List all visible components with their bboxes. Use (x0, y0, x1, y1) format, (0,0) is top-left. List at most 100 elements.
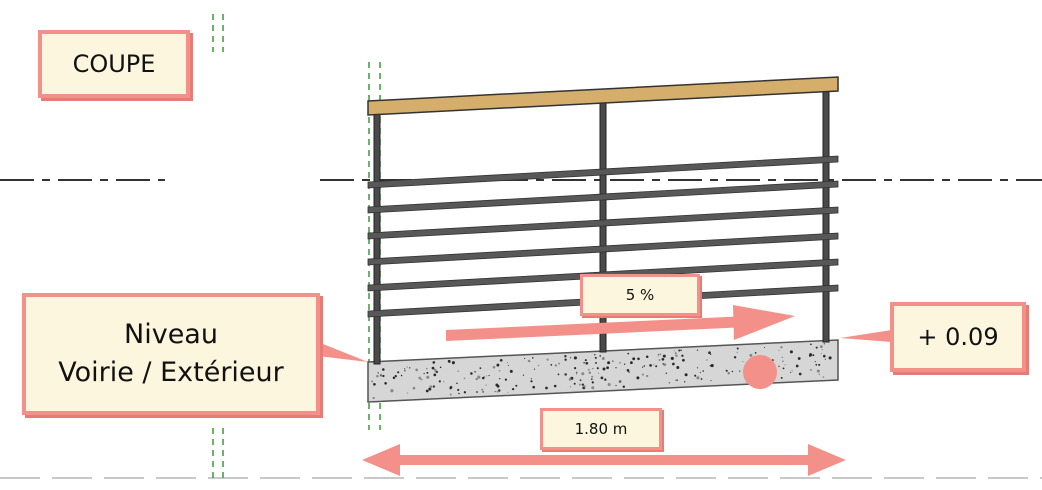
concrete-speckle (673, 350, 675, 352)
concrete-speckle (457, 370, 459, 372)
concrete-speckle (602, 367, 606, 371)
concrete-speckle (418, 376, 422, 380)
concrete-speckle (533, 368, 536, 370)
concrete-speckle (485, 384, 487, 386)
concrete-speckle (373, 382, 376, 386)
concrete-speckle (515, 384, 518, 387)
concrete-speckle (615, 367, 617, 369)
elevation-marker-dot (743, 355, 777, 389)
concrete-speckle (594, 354, 596, 356)
concrete-speckle (463, 377, 466, 380)
concrete-speckle (818, 363, 821, 366)
concrete-speckle (457, 388, 460, 391)
concrete-speckle (627, 352, 630, 355)
concrete-speckle (394, 374, 397, 377)
railing-bar-3 (367, 206, 839, 240)
concrete-speckle (823, 354, 826, 358)
concrete-speckle (545, 386, 548, 390)
concrete-speckle (404, 368, 406, 370)
green-guide-lines (212, 14, 381, 480)
concrete-speckle (377, 372, 379, 374)
concrete-speckle (488, 374, 490, 377)
concrete-speckle (810, 369, 812, 371)
concrete-speckle (581, 372, 585, 376)
concrete-speckle (372, 396, 375, 400)
concrete-speckle (449, 385, 453, 389)
concrete-speckle (736, 351, 738, 354)
concrete-speckle (789, 350, 793, 354)
concrete-speckle (600, 376, 604, 380)
concrete-speckle (778, 365, 780, 368)
concrete-speckle (384, 382, 387, 385)
concrete-speckle (662, 354, 666, 358)
concrete-speckle (680, 349, 682, 352)
concrete-speckle (581, 383, 584, 386)
section-title-label: COUPE (38, 30, 190, 98)
concrete-speckle (451, 361, 455, 365)
concrete-speckle (820, 352, 822, 355)
concrete-speckle (597, 372, 600, 374)
concrete-speckle (576, 373, 578, 375)
concrete-speckle (636, 376, 640, 380)
concrete-speckle (684, 381, 686, 383)
concrete-speckle (828, 356, 832, 360)
concrete-speckle (619, 361, 621, 364)
section-title-text: COUPE (72, 50, 156, 78)
concrete-speckle (628, 371, 630, 373)
concrete-speckle (814, 361, 816, 363)
concrete-speckle (808, 354, 812, 357)
railing-post-right (822, 91, 830, 343)
concrete-speckle (447, 359, 451, 363)
concrete-speckle (668, 382, 670, 384)
concrete-speckle (579, 379, 582, 382)
concrete-speckle (824, 358, 826, 360)
concrete-speckle (433, 373, 437, 377)
concrete-speckle (507, 364, 510, 366)
concrete-speckle (527, 359, 531, 363)
concrete-speckle (742, 360, 744, 363)
concrete-speckle (382, 374, 385, 378)
concrete-speckle (700, 378, 703, 380)
concrete-speckle (708, 351, 711, 355)
concrete-speckle (499, 358, 503, 362)
concrete-speckle (754, 352, 757, 354)
concrete-speckle (818, 373, 821, 376)
concrete-speckle (822, 376, 825, 378)
concrete-speckle (486, 375, 488, 377)
concrete-speckle (492, 365, 496, 369)
concrete-speckle (578, 383, 581, 386)
concrete-speckle (731, 370, 734, 373)
concrete-speckle (599, 355, 602, 357)
concrete-speckle (550, 364, 553, 366)
concrete-speckle (709, 353, 712, 356)
concrete-speckle (727, 371, 730, 375)
level-callout-leader (318, 342, 368, 362)
concrete-speckle (425, 389, 429, 393)
concrete-speckle (524, 358, 526, 360)
concrete-speckle (564, 358, 567, 361)
concrete-speckle (675, 379, 677, 382)
concrete-speckle (463, 391, 467, 394)
concrete-speckle (739, 370, 741, 372)
concrete-speckle (642, 366, 644, 368)
concrete-speckle (574, 367, 577, 370)
concrete-speckle (784, 364, 786, 366)
concrete-speckle (596, 367, 599, 370)
concrete-speckle (665, 372, 668, 375)
concrete-speckle (699, 371, 701, 373)
concrete-slab (367, 339, 839, 403)
concrete-speckle (499, 378, 501, 380)
concrete-speckle (496, 384, 500, 388)
concrete-speckle (670, 356, 674, 360)
concrete-speckle (591, 381, 594, 384)
concrete-speckle (781, 356, 784, 359)
concrete-speckle (733, 356, 737, 359)
concrete-speckle (498, 369, 501, 372)
concrete-speckle (749, 353, 753, 357)
concrete-speckle (604, 378, 607, 381)
concrete-speckle (591, 378, 593, 381)
concrete-speckle (426, 371, 429, 374)
concrete-speckle (479, 367, 482, 370)
concrete-speckle (681, 354, 684, 357)
concrete-speckle (780, 346, 783, 349)
